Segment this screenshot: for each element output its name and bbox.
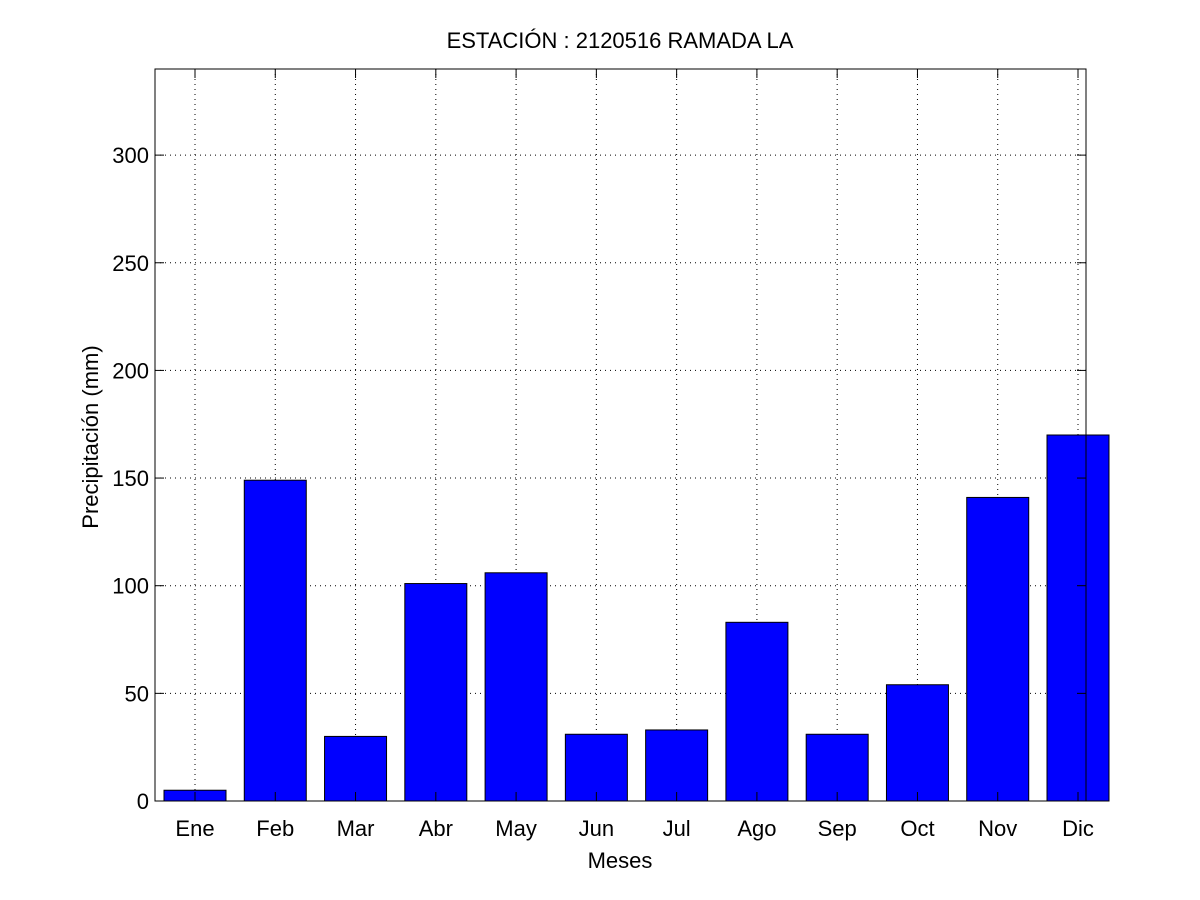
bar-nov [966,496,1030,802]
labels-layer: 0 50 100 150 200 250 300 Ene Feb Mar Abr May Jun Jul A… [112,143,1094,841]
x-tick-label: Dic [1062,816,1094,841]
x-tick-label: Abr [419,816,453,841]
bar-sep [805,733,869,802]
bar-mar [324,735,388,802]
chart-title: ESTACIÓN : 2120516 RAMADA LA [447,28,794,53]
bar-oct [885,684,949,802]
x-tick-label: May [495,816,537,841]
y-tick-label: 200 [112,358,149,383]
x-tick-label: Sep [818,816,857,841]
bar-ago [725,621,789,802]
bar-jun [564,733,628,802]
bar-abr [404,583,468,802]
y-tick-label: 100 [112,574,149,599]
x-axis-label: Meses [588,848,653,873]
bar-jul [645,729,709,802]
x-tick-label: Jul [663,816,691,841]
bar-may [484,572,548,802]
x-tick-label: Ago [737,816,776,841]
y-tick-label: 300 [112,143,149,168]
x-tick-label: Feb [256,816,294,841]
plot-frame [154,68,1087,802]
bars-layer [163,434,1110,802]
y-tick-label: 150 [112,466,149,491]
bar-feb [243,479,307,802]
y-tick-label: 250 [112,251,149,276]
x-tick-label: Jun [579,816,614,841]
ticks-layer [155,69,1086,802]
y-axis-label: Precipitación (mm) [78,345,103,528]
y-tick-label: 0 [137,789,149,814]
y-tick-label: 50 [125,681,149,706]
x-tick-label: Mar [337,816,375,841]
bar-dic [1046,434,1110,802]
x-tick-label: Oct [900,816,934,841]
x-tick-label: Nov [978,816,1017,841]
x-tick-label: Ene [175,816,214,841]
